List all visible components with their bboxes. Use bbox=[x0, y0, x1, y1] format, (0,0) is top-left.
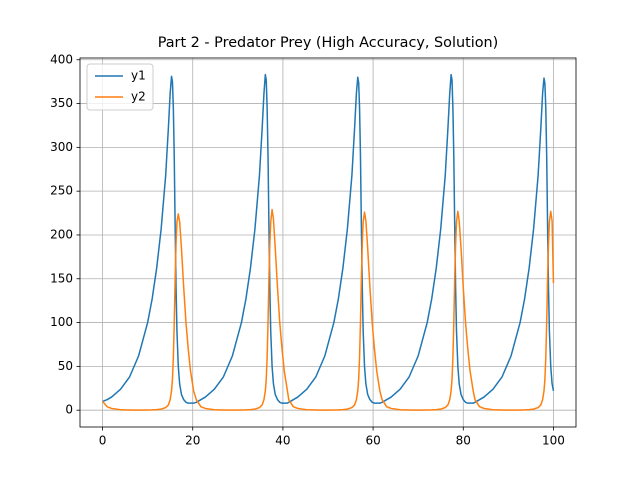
chart-title: Part 2 - Predator Prey (High Accuracy, S… bbox=[158, 35, 499, 51]
x-tick-label: 20 bbox=[185, 434, 200, 448]
y-tick-label: 100 bbox=[50, 315, 73, 329]
y-tick-label: 250 bbox=[50, 184, 73, 198]
axes-frame bbox=[79, 57, 577, 428]
y-tick-label: 300 bbox=[50, 140, 73, 154]
y-tick-label: 400 bbox=[50, 52, 73, 66]
x-tick-label: 40 bbox=[275, 434, 290, 448]
y-tick-label: 150 bbox=[50, 271, 73, 285]
legend-label: y2 bbox=[131, 90, 146, 104]
x-tick-label: 80 bbox=[456, 434, 471, 448]
x-tick-label: 100 bbox=[542, 434, 565, 448]
y-tick-label: 50 bbox=[58, 359, 73, 373]
x-tick-label: 60 bbox=[365, 434, 380, 448]
x-tick-label: 0 bbox=[99, 434, 107, 448]
y-tick-label: 0 bbox=[65, 403, 73, 417]
legend-label: y1 bbox=[131, 69, 146, 83]
y-tick-label: 200 bbox=[50, 227, 73, 241]
series-line bbox=[101, 208, 555, 411]
y-tick-label: 350 bbox=[50, 96, 73, 110]
series-line bbox=[102, 73, 555, 404]
